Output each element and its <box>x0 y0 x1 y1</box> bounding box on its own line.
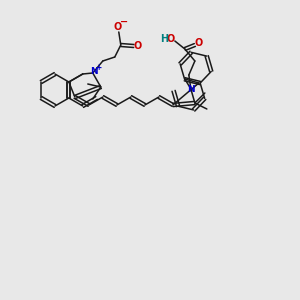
Text: O: O <box>134 41 142 51</box>
Text: O: O <box>167 34 175 44</box>
Text: +: + <box>96 62 102 71</box>
Text: H: H <box>160 34 168 44</box>
Text: N: N <box>187 85 195 94</box>
Text: N: N <box>90 68 98 76</box>
Text: O: O <box>114 22 122 32</box>
Text: O: O <box>195 38 203 48</box>
Text: −: − <box>120 17 128 27</box>
